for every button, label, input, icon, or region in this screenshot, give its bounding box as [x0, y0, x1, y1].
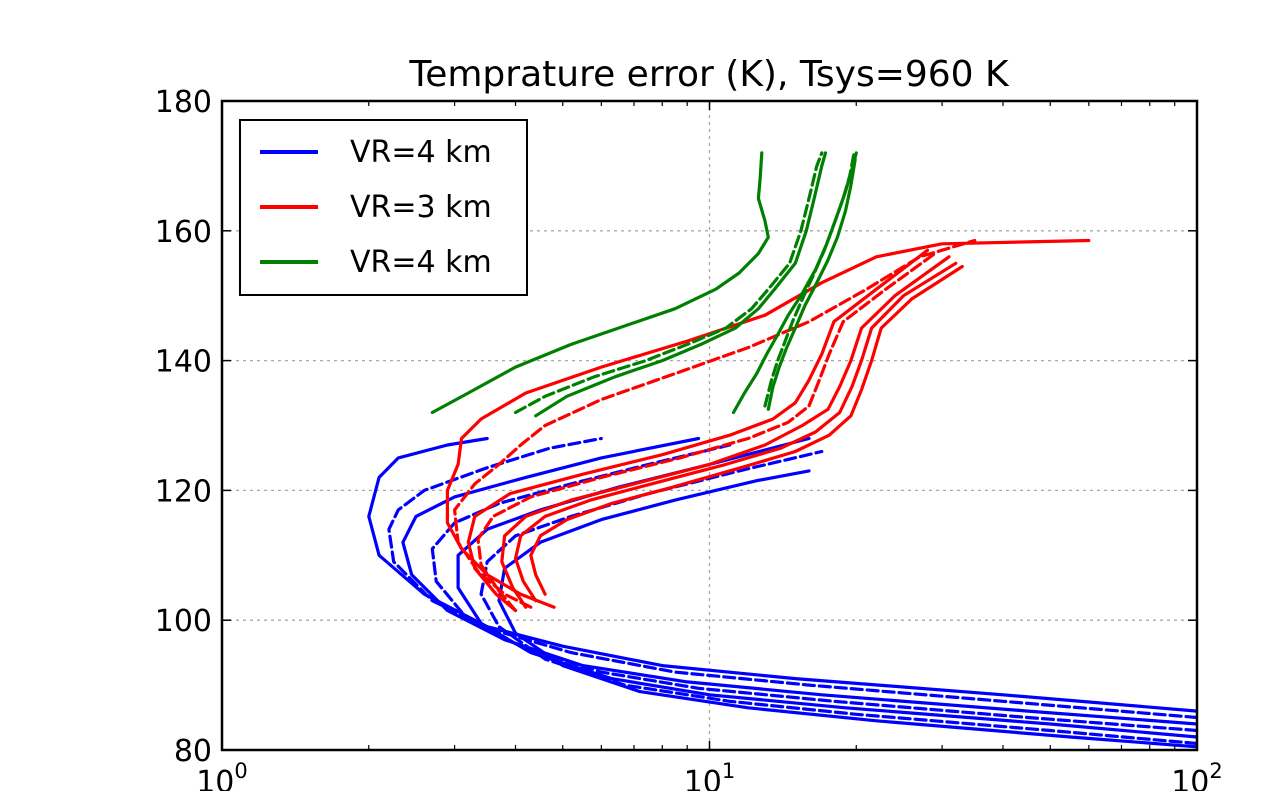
series-line-20: [766, 157, 857, 411]
series-line-7: [497, 469, 1197, 749]
series-line-19: [731, 151, 858, 415]
series-line-4: [430, 443, 1197, 733]
plot-series: [367, 151, 1197, 749]
legend-label: VR=4 km: [350, 135, 492, 170]
y-tick-label: 80: [174, 734, 212, 769]
y-tick-label: 140: [155, 345, 212, 380]
x-tick-base: 10: [684, 765, 722, 791]
legend: VR=4 km VR=3 km VR=4 km: [239, 119, 528, 296]
series-line-15: [430, 151, 770, 415]
x-tick-base: 10: [1171, 765, 1209, 791]
chart-title: Temprature error (K), Tsys=960 K: [408, 54, 1010, 95]
y-tick-label: 120: [155, 474, 212, 509]
x-tick-exponent: 1: [722, 759, 735, 783]
series-line-17: [534, 151, 828, 418]
legend-label: VR=3 km: [350, 190, 492, 225]
series-line-11: [476, 251, 937, 613]
series-line-3: [401, 436, 1197, 726]
series-line-16: [513, 151, 824, 415]
x-tick-label: 101: [684, 759, 736, 791]
x-tick-exponent: 2: [1209, 759, 1222, 783]
series-line-9: [453, 238, 977, 609]
series-line-2: [387, 436, 1197, 720]
y-tick-label: 180: [155, 85, 212, 120]
legend-label: VR=4 km: [350, 245, 492, 280]
x-tick-label: 102: [1171, 759, 1223, 791]
series-line-12: [500, 255, 951, 609]
series-line-10: [466, 248, 930, 613]
series-line-14: [529, 264, 964, 596]
x-tick-exponent: 0: [234, 759, 247, 783]
series-line-13: [513, 261, 958, 603]
series-line-1: [367, 436, 1197, 713]
y-tick-label: 100: [155, 604, 212, 639]
y-tick-label: 160: [155, 215, 212, 250]
x-tick-base: 10: [196, 765, 234, 791]
x-tick-label: 100: [196, 759, 248, 791]
